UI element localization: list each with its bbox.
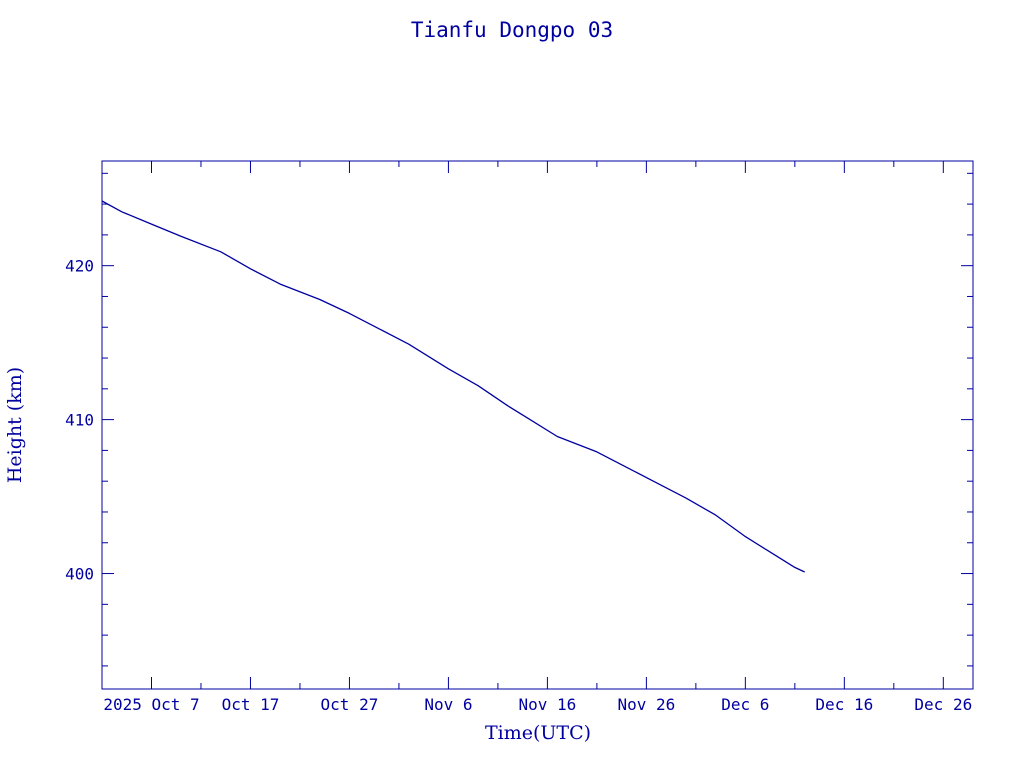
y-axis-label: Height (km) — [4, 367, 26, 483]
x-tick-label: Nov 6 — [424, 695, 472, 714]
x-tick-label: 2025 Oct 7 — [103, 695, 199, 714]
y-tick-label: 410 — [65, 411, 94, 430]
y-tick-labels: 400 410 420 — [65, 257, 94, 584]
x-tick-labels: 2025 Oct 7 Oct 17 Oct 27 Nov 6 Nov 16 Nov 26 D… — [103, 695, 972, 714]
chart-title: Tianfu Dongpo 03 — [411, 18, 613, 42]
tick-marks — [101, 161, 973, 689]
x-tick-label: Dec 26 — [914, 695, 972, 714]
x-tick-label: Oct 27 — [321, 695, 379, 714]
x-tick-label: Nov 26 — [617, 695, 675, 714]
y-tick-label: 420 — [65, 257, 94, 276]
series-line-height — [101, 200, 805, 573]
x-tick-label: Nov 16 — [518, 695, 576, 714]
x-tick-label: Dec 16 — [815, 695, 873, 714]
plot-frame — [101, 160, 974, 690]
x-axis-label: Time(UTC) — [485, 722, 591, 744]
y-tick-label: 400 — [65, 565, 94, 584]
x-tick-label: Oct 17 — [222, 695, 280, 714]
x-tick-label: Dec 6 — [721, 695, 769, 714]
